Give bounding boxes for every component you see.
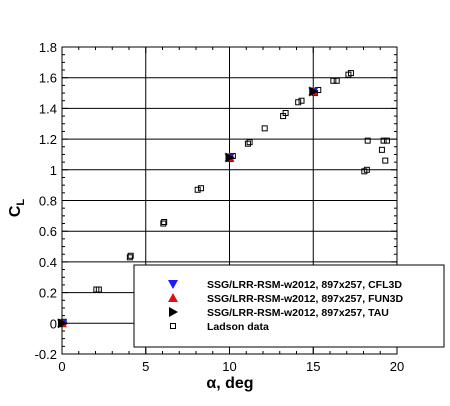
x-axis-title: α, deg bbox=[206, 375, 253, 392]
y-tick-label: 0.6 bbox=[39, 224, 57, 239]
data-point bbox=[225, 152, 235, 163]
y-axis-title-main: C bbox=[7, 205, 24, 217]
legend-marker bbox=[168, 293, 178, 302]
data-point bbox=[309, 86, 319, 97]
y-tick-label: 0.2 bbox=[39, 286, 57, 301]
data-point bbox=[380, 137, 387, 144]
legend-marker bbox=[168, 280, 178, 289]
y-tick-label: 0.8 bbox=[39, 194, 57, 209]
data-point bbox=[261, 125, 268, 132]
y-tick-label: 0 bbox=[50, 316, 57, 331]
x-tick-label: 10 bbox=[222, 359, 236, 374]
y-axis-title-subscript: L bbox=[15, 199, 27, 206]
data-point bbox=[246, 139, 253, 146]
data-point bbox=[382, 157, 389, 164]
data-point bbox=[364, 137, 371, 144]
data-point bbox=[282, 110, 289, 117]
y-tick-label: 1.2 bbox=[39, 132, 57, 147]
y-tick-label: 1.8 bbox=[39, 40, 57, 55]
legend-marker bbox=[169, 307, 178, 317]
data-point bbox=[333, 77, 340, 84]
data-point bbox=[126, 254, 133, 261]
data-point bbox=[330, 77, 337, 84]
data-point bbox=[347, 70, 354, 77]
data-point bbox=[295, 99, 302, 106]
y-tick-label: 1.4 bbox=[39, 101, 57, 116]
data-point bbox=[363, 166, 370, 173]
y-tick-label: 0.4 bbox=[39, 255, 57, 270]
data-point bbox=[95, 286, 102, 293]
data-point bbox=[198, 185, 205, 192]
legend-item: SSG/LRR-RSM-w2012, 897x257, TAU bbox=[169, 307, 389, 319]
legend-item: SSG/LRR-RSM-w2012, 897x257, CFL3D bbox=[168, 279, 402, 291]
legend-label: Ladson data bbox=[207, 321, 269, 333]
legend-box bbox=[133, 264, 445, 348]
legend: SSG/LRR-RSM-w2012, 897x257, CFL3D SSG/LRR… bbox=[133, 264, 445, 348]
data-point bbox=[194, 186, 201, 193]
data-markers bbox=[57, 70, 390, 329]
legend-label: SSG/LRR-RSM-w2012, 897x257, FUN3D bbox=[207, 293, 403, 305]
y-axis-title: CL bbox=[7, 199, 27, 218]
data-point bbox=[127, 252, 134, 259]
data-point bbox=[383, 137, 390, 144]
legend-label: SSG/LRR-RSM-w2012, 897x257, TAU bbox=[207, 307, 389, 319]
legend-item: Ladson data bbox=[170, 321, 269, 333]
x-tick-label: 0 bbox=[58, 359, 65, 374]
y-tick-label: 1.6 bbox=[39, 71, 57, 86]
y-tick-label: -0.2 bbox=[35, 347, 57, 362]
data-point bbox=[298, 97, 305, 104]
data-point bbox=[160, 220, 167, 227]
legend-item: SSG/LRR-RSM-w2012, 897x257, FUN3D bbox=[168, 293, 403, 305]
data-point bbox=[161, 218, 168, 225]
x-tick-label: 5 bbox=[142, 359, 149, 374]
x-tick-label: 15 bbox=[306, 359, 320, 374]
y-tick-label: 1 bbox=[50, 163, 57, 178]
plot-frame bbox=[61, 46, 398, 355]
data-point bbox=[244, 140, 251, 147]
legend-label: SSG/LRR-RSM-w2012, 897x257, CFL3D bbox=[207, 279, 402, 291]
tick-labels: 0 5 10 15 20-0.200.20.40.60.811.21.41.61.8 bbox=[35, 40, 405, 374]
legend-marker bbox=[170, 323, 176, 329]
x-tick-label: 20 bbox=[390, 359, 404, 374]
data-point bbox=[378, 146, 385, 153]
